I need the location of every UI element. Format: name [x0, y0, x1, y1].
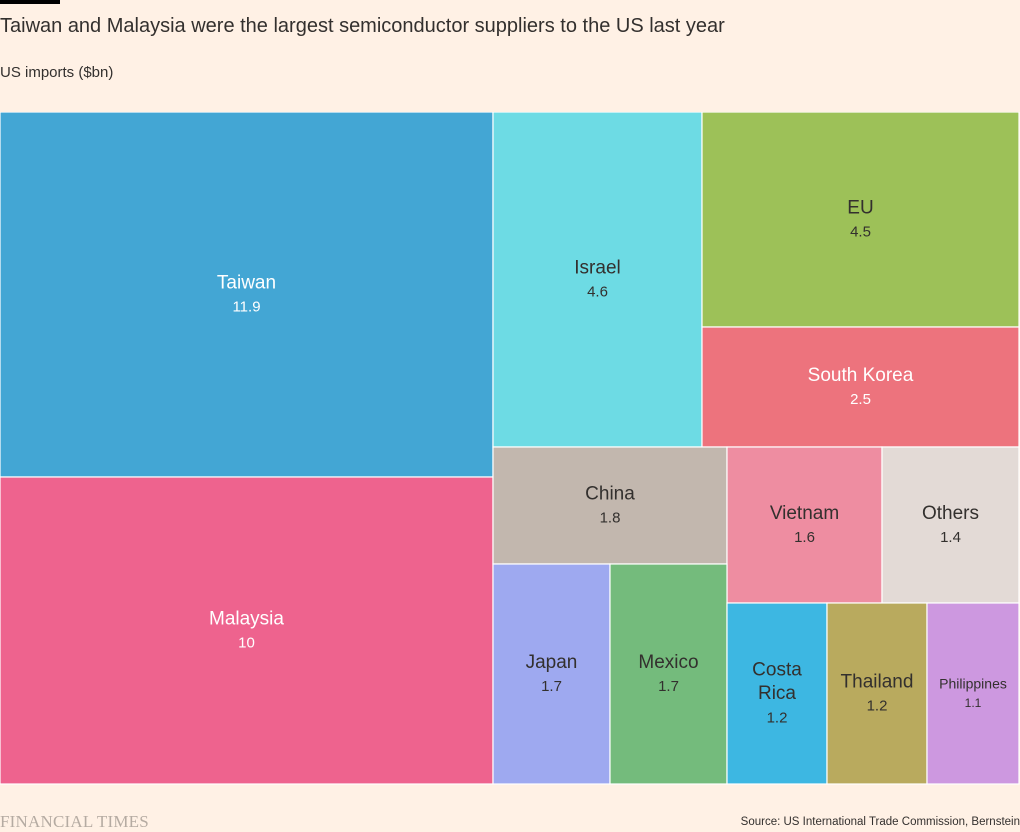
- cell-value-costa-rica: 1.2: [767, 709, 788, 726]
- cell-label-others: Others: [922, 503, 979, 524]
- cell-label-japan: Japan: [526, 652, 578, 673]
- treemap-rect-japan: [492, 563, 611, 785]
- cell-value-others: 1.4: [940, 529, 961, 546]
- treemap-rect-philippines: [926, 602, 1020, 785]
- cell-value-vietnam: 1.6: [794, 529, 815, 546]
- treemap-rect-malaysia: [0, 476, 494, 785]
- treemap-cell-mexico: Mexico 1.7: [609, 563, 728, 785]
- cell-value-japan: 1.7: [541, 678, 562, 695]
- cell-label-mexico: Mexico: [638, 652, 698, 673]
- treemap-cell-taiwan: Taiwan 11.9: [0, 112, 494, 478]
- treemap-cell-south-korea: South Korea 2.5: [701, 326, 1020, 448]
- treemap-rect-china: [492, 446, 728, 565]
- treemap-rect-south-korea: [701, 326, 1020, 448]
- treemap-cell-eu: EU 4.5: [701, 112, 1020, 328]
- treemap-cell-malaysia: Malaysia 10: [0, 476, 494, 785]
- cell-label-israel: Israel: [574, 257, 620, 278]
- cell-label-malaysia: Malaysia: [209, 608, 284, 629]
- cell-label-thailand: Thailand: [841, 671, 914, 692]
- cell-value-south-korea: 2.5: [850, 391, 871, 408]
- treemap-rect-eu: [701, 112, 1020, 328]
- treemap-rect-thailand: [826, 602, 928, 785]
- treemap-rect-mexico: [609, 563, 728, 785]
- treemap-rect-vietnam: [726, 446, 883, 604]
- treemap-cell-japan: Japan 1.7: [492, 563, 611, 785]
- cell-value-taiwan: 11.9: [232, 299, 260, 316]
- treemap-rect-others: [881, 446, 1020, 604]
- treemap-chart: Taiwan 11.9 Malaysia 10 Israel 4.6 EU 4.5 South …: [0, 112, 1020, 785]
- source-note: Source: US International Trade Commissio…: [740, 816, 1020, 828]
- treemap-rect-costa-rica: [726, 602, 828, 785]
- treemap-cell-costa-rica: Costa Rica 1.2: [726, 602, 828, 785]
- treemap-cell-israel: Israel 4.6: [492, 112, 703, 448]
- chart-title: Taiwan and Malaysia were the largest sem…: [0, 15, 725, 37]
- cell-label-eu: EU: [847, 197, 873, 218]
- treemap-cell-philippines: Philippines 1.1: [926, 602, 1020, 785]
- chart-subtitle: US imports ($bn): [0, 64, 114, 81]
- cell-value-thailand: 1.2: [867, 698, 888, 715]
- cell-label-china: China: [585, 483, 635, 504]
- cell-value-malaysia: 10: [238, 635, 255, 652]
- treemap-cell-others: Others 1.4: [881, 446, 1020, 604]
- cell-label-taiwan: Taiwan: [217, 272, 276, 293]
- cell-label-south-korea: South Korea: [808, 365, 914, 386]
- cell-value-philippines: 1.1: [965, 696, 982, 710]
- treemap-cell-vietnam: Vietnam 1.6: [726, 446, 883, 604]
- ft-accent-bar: [0, 0, 60, 4]
- treemap-cell-china: China 1.8: [492, 446, 728, 565]
- cell-value-israel: 4.6: [587, 284, 608, 301]
- treemap-rect-taiwan: [0, 112, 494, 478]
- cell-label-costa-rica: Costa Rica: [752, 659, 802, 704]
- cell-label-vietnam: Vietnam: [770, 503, 839, 524]
- treemap-cell-thailand: Thailand 1.2: [826, 602, 928, 785]
- ft-logo: FINANCIAL TIMES: [0, 812, 149, 831]
- treemap-rect-israel: [492, 112, 703, 448]
- cell-value-mexico: 1.7: [658, 678, 679, 695]
- cell-value-china: 1.8: [600, 510, 621, 527]
- cell-label-philippines: Philippines: [939, 675, 1007, 691]
- cell-value-eu: 4.5: [850, 224, 871, 241]
